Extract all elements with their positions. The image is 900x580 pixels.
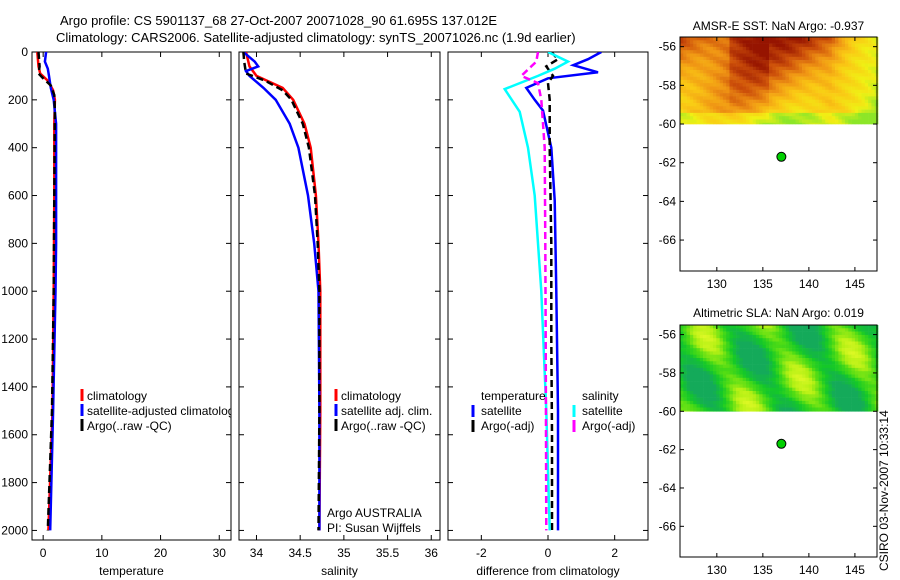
y-tick-label: -56 (659, 40, 677, 54)
legend-label: climatology (341, 389, 401, 403)
x-tick-label: 135 (753, 563, 773, 577)
legend-label: Argo(-adj) (582, 419, 635, 433)
legend-group-title: salinity (582, 389, 619, 403)
y-tick-label: -66 (659, 233, 677, 247)
series-line-salinity-satellite (502, 52, 571, 531)
legend-group-title: temperature (481, 389, 546, 403)
series-line-salinity-argo-adj- (519, 52, 548, 531)
y-tick-label: -62 (659, 443, 677, 457)
legend-label: Argo(-adj) (481, 419, 534, 433)
x-tick-label: -2 (476, 546, 487, 560)
annotation-text: Argo AUSTRALIA (327, 506, 422, 520)
x-tick-label: 34 (250, 546, 264, 560)
x-tick-label: 140 (799, 277, 819, 291)
x-tick-label: 10 (95, 546, 109, 560)
x-axis-label: salinity (321, 564, 358, 578)
argo-position-marker (776, 438, 787, 449)
y-tick-label: 2000 (1, 523, 28, 537)
x-axis-label: difference from climatology (476, 564, 619, 578)
plot-frame (238, 51, 441, 541)
temperature-panel: 0 10 20 30 0 200 400 600 800 1000 1200 1400 1600 1800… (1, 45, 240, 578)
y-tick-label: -58 (659, 78, 677, 92)
salinity-panel: 34 34.5 35 35.5 36 salinity climatologysatelli… (238, 51, 441, 578)
map-title: AMSR-E SST: NaN Argo: -0.937 (693, 19, 865, 33)
y-tick-label: -62 (659, 156, 677, 170)
map-frame (679, 324, 878, 558)
map-field (680, 37, 879, 125)
footer-stamp: CSIRO 03-Nov-2007 10:33:14 (877, 410, 891, 571)
legend-label: climatology (87, 389, 147, 403)
difference-panel: -2 0 2 difference from climatology temperatu… (447, 51, 649, 578)
y-tick-label: 0 (21, 45, 28, 59)
x-tick-label: 0 (40, 546, 47, 560)
x-tick-label: 145 (845, 277, 865, 291)
y-tick-label: -66 (659, 519, 677, 533)
x-tick-label: 140 (799, 563, 819, 577)
y-tick-label: 1400 (1, 380, 28, 394)
x-tick-label: 145 (845, 563, 865, 577)
series-line-satellite-adj-clim- (242, 52, 321, 531)
map-frame (679, 36, 878, 272)
sla-map-panel: Altimetric SLA: NaN Argo: 0.019 130 135 140… (659, 306, 879, 577)
y-tick-label: 200 (8, 93, 28, 107)
y-tick-label: -58 (659, 366, 677, 380)
map-title: Altimetric SLA: NaN Argo: 0.019 (693, 306, 864, 320)
legend-label: Argo(..raw -QC) (87, 419, 172, 433)
annotation-text: PI: Susan Wijffels (327, 521, 421, 535)
sst-map-panel: AMSR-E SST: NaN Argo: -0.937 130 135 140 145… (659, 19, 879, 291)
x-tick-label: 0 (545, 546, 552, 560)
map-field (680, 325, 879, 412)
x-tick-label: 35 (337, 546, 351, 560)
y-tick-label: 1200 (1, 332, 28, 346)
x-tick-label: 20 (154, 546, 168, 560)
x-tick-label: 130 (707, 277, 727, 291)
figure-title-line1: Argo profile: CS 5901137_68 27-Oct-2007 … (60, 13, 497, 28)
y-tick-label: 1800 (1, 476, 28, 490)
legend-label: satellite adj. clim. (341, 404, 432, 418)
y-tick-label: 800 (8, 236, 28, 250)
x-tick-label: 36 (425, 546, 439, 560)
legend-label: satellite (582, 404, 623, 418)
y-tick-label: 1000 (1, 284, 28, 298)
figure-title-line2: Climatology: CARS2006. Satellite-adjuste… (56, 30, 576, 45)
y-tick-label: -56 (659, 328, 677, 342)
plot-frame (31, 51, 232, 541)
x-tick-label: 35.5 (376, 546, 400, 560)
x-tick-label: 34.5 (288, 546, 312, 560)
series-line-argo-raw-qc- (242, 52, 321, 531)
y-tick-label: -64 (659, 194, 677, 208)
legend-label: satellite (481, 404, 522, 418)
x-axis-label: temperature (99, 564, 164, 578)
y-tick-label: -60 (659, 404, 677, 418)
series-line-satellite-adjusted-climatology (43, 52, 58, 531)
series-line-temperature-satellite (524, 52, 602, 531)
argo-position-marker (776, 151, 787, 162)
series-line-argo-raw-qc- (37, 52, 57, 531)
x-tick-label: 30 (213, 546, 227, 560)
x-tick-label: 130 (707, 563, 727, 577)
series-line-temperature-argo-adj- (544, 52, 560, 531)
legend-label: satellite-adjusted climatology (87, 404, 240, 418)
y-tick-label: 600 (8, 189, 28, 203)
legend-label: Argo(..raw -QC) (341, 419, 426, 433)
y-tick-label: 1600 (1, 428, 28, 442)
x-tick-label: 135 (753, 277, 773, 291)
y-tick-label: -60 (659, 117, 677, 131)
y-tick-label: -64 (659, 481, 677, 495)
y-tick-label: 400 (8, 141, 28, 155)
x-tick-label: 2 (611, 546, 618, 560)
